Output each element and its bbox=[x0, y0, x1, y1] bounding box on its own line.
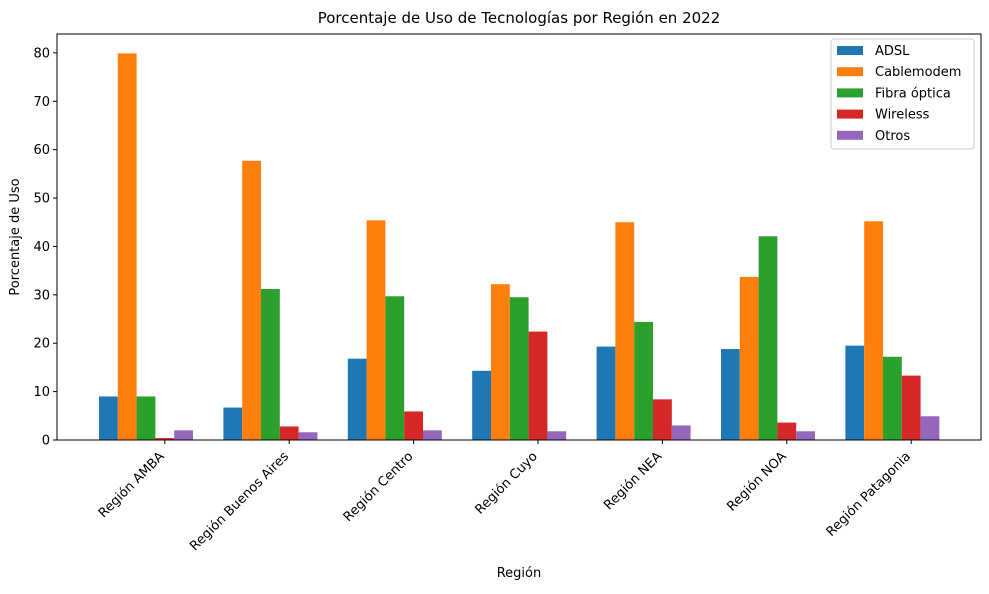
legend-label: Wireless bbox=[875, 108, 930, 123]
x-tick-label: Región NEA bbox=[601, 449, 665, 513]
bar-otros-4 bbox=[671, 425, 691, 440]
y-tick-label: 40 bbox=[33, 240, 50, 255]
bar-adsl-1 bbox=[223, 407, 243, 440]
bar-cablemodem-1 bbox=[242, 160, 261, 440]
bar-wireless-2 bbox=[404, 411, 423, 440]
bar-otros-1 bbox=[298, 432, 318, 440]
legend-label: Otros bbox=[875, 129, 910, 144]
legend-label: Fibra óptica bbox=[875, 86, 951, 101]
bar-otros-0 bbox=[174, 430, 193, 440]
bar-otros-3 bbox=[547, 431, 567, 440]
y-axis-ticks: 0 10 20 30 40 50 60 70 80 bbox=[33, 46, 57, 449]
bar-adsl-4 bbox=[596, 346, 616, 440]
legend-swatch bbox=[837, 67, 863, 77]
x-axis-ticks: Región AMBA Región Buenos Aires Región Cen… bbox=[96, 440, 914, 554]
bar-cablemodem-2 bbox=[366, 220, 386, 440]
legend-label: ADSL bbox=[875, 44, 910, 59]
y-tick-label: 50 bbox=[33, 192, 50, 207]
y-tick-label: 10 bbox=[33, 385, 50, 400]
x-tick-label: Región Patagonia bbox=[824, 449, 914, 539]
x-tick-label: Región NOA bbox=[724, 449, 789, 514]
legend-swatch bbox=[837, 88, 863, 98]
plot-frame bbox=[56, 33, 982, 441]
bar-cablemodem-4 bbox=[615, 222, 635, 440]
bar-adsl-3 bbox=[472, 370, 491, 440]
bar-fibra-ptica-0 bbox=[136, 396, 156, 440]
x-tick-label: Región Buenos Aires bbox=[187, 449, 292, 554]
bar-fibra-ptica-2 bbox=[385, 296, 405, 440]
bar-cablemodem-5 bbox=[739, 276, 759, 440]
bar-fibra-ptica-5 bbox=[758, 236, 778, 440]
chart-title: Porcentaje de Uso de Tecnologías por Reg… bbox=[318, 9, 721, 27]
y-tick-label: 0 bbox=[42, 434, 50, 449]
y-tick-label: 70 bbox=[33, 95, 50, 110]
legend: ADSL Cablemodem Fibra óptica Wireless Otros bbox=[830, 38, 975, 150]
bar-wireless-3 bbox=[528, 331, 548, 440]
y-axis-label: Porcentaje de Uso bbox=[8, 178, 23, 295]
y-tick-label: 80 bbox=[33, 46, 50, 61]
x-tick-label: Región Centro bbox=[341, 449, 417, 525]
y-tick-label: 60 bbox=[33, 143, 50, 158]
legend-swatch bbox=[837, 130, 863, 140]
bar-fibra-ptica-1 bbox=[261, 289, 280, 440]
bar-adsl-2 bbox=[347, 358, 367, 440]
bar-wireless-6 bbox=[901, 375, 921, 440]
bar-cablemodem-6 bbox=[864, 221, 883, 440]
y-tick-label: 20 bbox=[33, 337, 50, 352]
bar-fibra-ptica-3 bbox=[509, 297, 529, 440]
bar-cablemodem-3 bbox=[491, 284, 510, 440]
bar-otros-2 bbox=[423, 430, 442, 440]
bar-adsl-0 bbox=[99, 396, 118, 440]
bar-adsl-6 bbox=[845, 345, 865, 440]
x-tick-label: Región Cuyo bbox=[473, 449, 541, 517]
bar-wireless-5 bbox=[777, 422, 797, 440]
bar-fibra-ptica-6 bbox=[883, 356, 902, 440]
bars-layer bbox=[99, 53, 940, 441]
legend-label: Cablemodem bbox=[875, 65, 961, 80]
bar-wireless-4 bbox=[653, 399, 672, 440]
bar-cablemodem-0 bbox=[117, 53, 137, 441]
x-tick-label: Región AMBA bbox=[96, 449, 168, 521]
bar-wireless-0 bbox=[155, 438, 175, 440]
bar-fibra-ptica-4 bbox=[634, 321, 653, 440]
bar-otros-6 bbox=[920, 416, 940, 440]
bar-wireless-1 bbox=[279, 426, 299, 440]
y-tick-label: 30 bbox=[33, 288, 50, 303]
bar-adsl-5 bbox=[721, 349, 740, 440]
legend-swatch bbox=[837, 109, 863, 119]
bar-otros-5 bbox=[796, 431, 815, 440]
x-axis-label: Región bbox=[497, 566, 542, 581]
legend-swatch bbox=[837, 46, 863, 55]
legend-box bbox=[830, 38, 975, 150]
